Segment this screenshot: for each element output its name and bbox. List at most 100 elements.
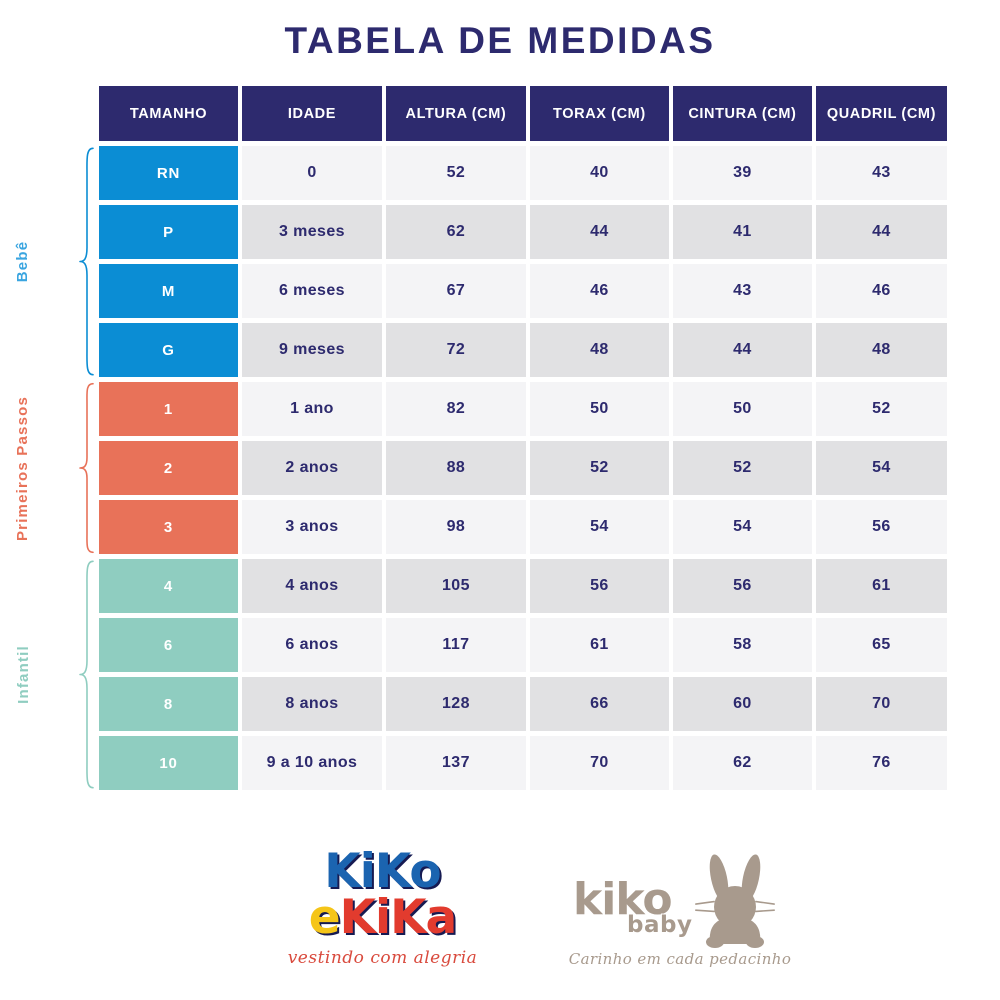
cell-quadril: 44 [815, 205, 947, 259]
cell-torax: 48 [529, 323, 669, 377]
cell-quadril: 54 [815, 441, 947, 495]
kiko-wordmark-line2: eKiKa [265, 894, 500, 941]
cell-torax: 56 [529, 559, 669, 613]
cell-idade: 3 anos [241, 500, 382, 554]
cell-idade: 6 anos [241, 618, 382, 672]
cell-torax: 50 [529, 382, 669, 436]
cell-quadril: 46 [815, 264, 947, 318]
cell-altura: 67 [385, 264, 526, 318]
kiko-tagline: vestindo com alegria [287, 948, 478, 969]
cell-cintura: 39 [672, 146, 812, 200]
size-badge: M [99, 264, 238, 318]
cell-torax: 66 [529, 677, 669, 731]
cell-idade: 1 ano [241, 382, 382, 436]
table-row: RN 0 52 40 39 43 [99, 146, 947, 200]
cell-cintura: 52 [672, 441, 812, 495]
cell-idade: 4 anos [241, 559, 382, 613]
cell-altura: 128 [385, 677, 526, 731]
size-badge: 3 [99, 500, 238, 554]
cell-idade: 8 anos [241, 677, 382, 731]
cell-torax: 40 [529, 146, 669, 200]
cell-quadril: 76 [815, 736, 947, 790]
cell-altura: 137 [385, 736, 526, 790]
size-badge: P [99, 205, 238, 259]
group-label-bebe: Bebê [0, 146, 46, 377]
group-label-passos: Primeiros Passos [0, 382, 46, 554]
cell-torax: 70 [529, 736, 669, 790]
cell-cintura: 43 [672, 264, 812, 318]
table-row: 10 9 a 10 anos 137 70 62 76 [99, 736, 947, 790]
page-title: TABELA DE MEDIDAS [284, 20, 716, 61]
cell-cintura: 58 [672, 618, 812, 672]
cell-quadril: 52 [815, 382, 947, 436]
size-badge: 1 [99, 382, 238, 436]
cell-torax: 54 [529, 500, 669, 554]
cell-altura: 105 [385, 559, 526, 613]
cell-altura: 52 [385, 146, 526, 200]
cell-cintura: 44 [672, 323, 812, 377]
cell-torax: 61 [529, 618, 669, 672]
cell-quadril: 43 [815, 146, 947, 200]
kiko-baby-subword: baby [626, 911, 693, 939]
size-table: TAMANHO IDADE ALTURA (CM) TORAX (CM) CINTURA… [0, 86, 1000, 800]
group-label-text: Primeiros Passos [14, 395, 32, 541]
cell-altura: 117 [385, 618, 526, 672]
kiko-baby-wordmark: kiko [573, 874, 673, 925]
kika-wordmark: KiKa [339, 889, 458, 945]
kiko-baby-logo: kiko baby [565, 852, 795, 968]
cell-cintura: 60 [672, 677, 812, 731]
size-badge: 4 [99, 559, 238, 613]
kiko-e-kika-logo: KiKo eKiKa vestindo com alegria [265, 848, 500, 969]
cell-quadril: 48 [815, 323, 947, 377]
column-header-torax-cm: TORAX (CM) [529, 86, 669, 141]
cell-idade: 9 meses [241, 323, 382, 377]
cell-quadril: 61 [815, 559, 947, 613]
kiko-letter-e: e [308, 889, 341, 945]
cell-altura: 72 [385, 323, 526, 377]
cell-altura: 62 [385, 205, 526, 259]
kiko-letter-K: KiKo [324, 844, 441, 899]
size-badge: RN [99, 146, 238, 200]
cell-torax: 52 [529, 441, 669, 495]
cell-quadril: 70 [815, 677, 947, 731]
group-brace-passos [78, 382, 95, 554]
cell-cintura: 50 [672, 382, 812, 436]
logo-area: KiKo eKiKa vestindo com alegria kiko bab… [0, 840, 1000, 1000]
group-label-text: Bebê [14, 240, 32, 283]
cell-idade: 9 a 10 anos [241, 736, 382, 790]
group-label-infantil: Infantil [0, 559, 46, 790]
size-badge: 6 [99, 618, 238, 672]
group-brace-bebe [78, 146, 95, 377]
cell-idade: 3 meses [241, 205, 382, 259]
cell-torax: 44 [529, 205, 669, 259]
column-header-idade: IDADE [241, 86, 382, 141]
column-header-cintura-cm: CINTURA (CM) [672, 86, 812, 141]
size-table-grid: TAMANHO IDADE ALTURA (CM) TORAX (CM) CINTURA… [99, 86, 947, 795]
cell-quadril: 56 [815, 500, 947, 554]
kiko-baby-tagline: Carinho em cada pedacinho [568, 950, 792, 968]
cell-torax: 46 [529, 264, 669, 318]
kiko-wordmark-line1: KiKo [265, 848, 500, 895]
size-badge: G [99, 323, 238, 377]
cell-cintura: 54 [672, 500, 812, 554]
cell-quadril: 65 [815, 618, 947, 672]
cell-altura: 82 [385, 382, 526, 436]
bunny-icon [693, 852, 779, 948]
cell-idade: 2 anos [241, 441, 382, 495]
cell-idade: 0 [241, 146, 382, 200]
column-header-quadril-cm: QUADRIL (CM) [815, 86, 947, 141]
cell-cintura: 56 [672, 559, 812, 613]
size-badge: 10 [99, 736, 238, 790]
cell-altura: 88 [385, 441, 526, 495]
cell-altura: 98 [385, 500, 526, 554]
size-badge: 2 [99, 441, 238, 495]
